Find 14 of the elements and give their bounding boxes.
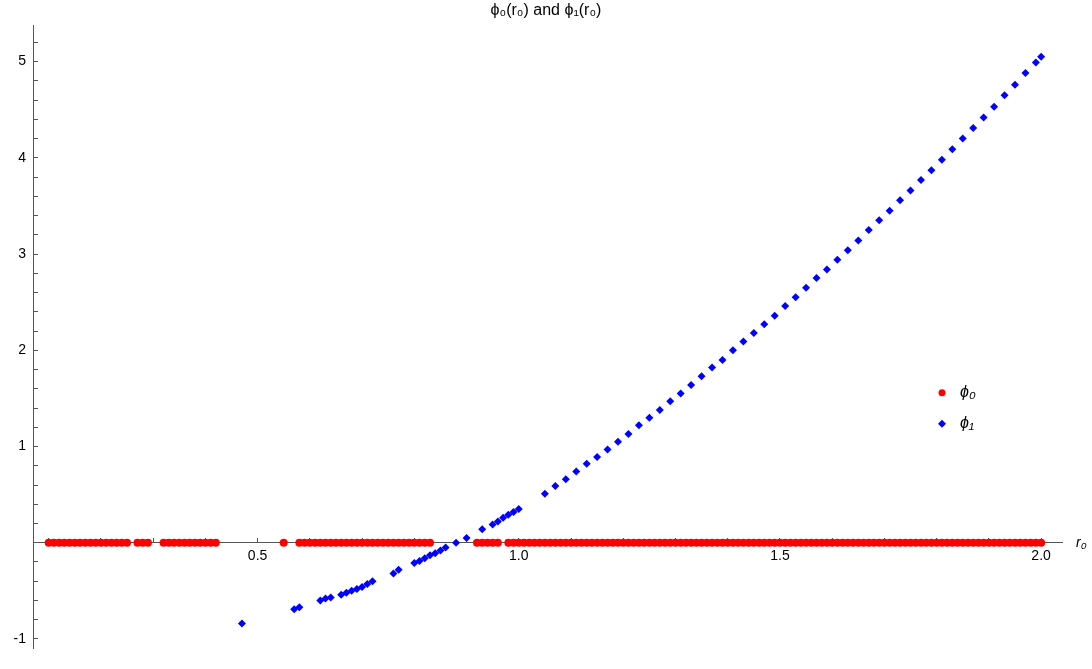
y-tick-label: 3	[18, 244, 27, 261]
x-tick-label: 1.5	[770, 547, 790, 563]
x-tick-label: 2.0	[1031, 547, 1052, 563]
x-axis-title: r₀	[1076, 533, 1087, 550]
y-tick-label: -1	[13, 629, 27, 646]
y-tick-label: 1	[18, 437, 27, 454]
y-tick-label: 2	[18, 341, 27, 358]
x-tick-label: 1.0	[509, 547, 529, 563]
y-tick-label: 5	[18, 52, 27, 69]
legend-label: ϕ₁	[960, 414, 974, 432]
legend-label: ϕ₀	[960, 383, 976, 401]
y-tick-label: 4	[18, 148, 27, 165]
x-tick-label: 0.5	[247, 547, 268, 563]
chart-title: ϕ₀(r₀) and ϕ₁(r₀)	[490, 1, 602, 19]
